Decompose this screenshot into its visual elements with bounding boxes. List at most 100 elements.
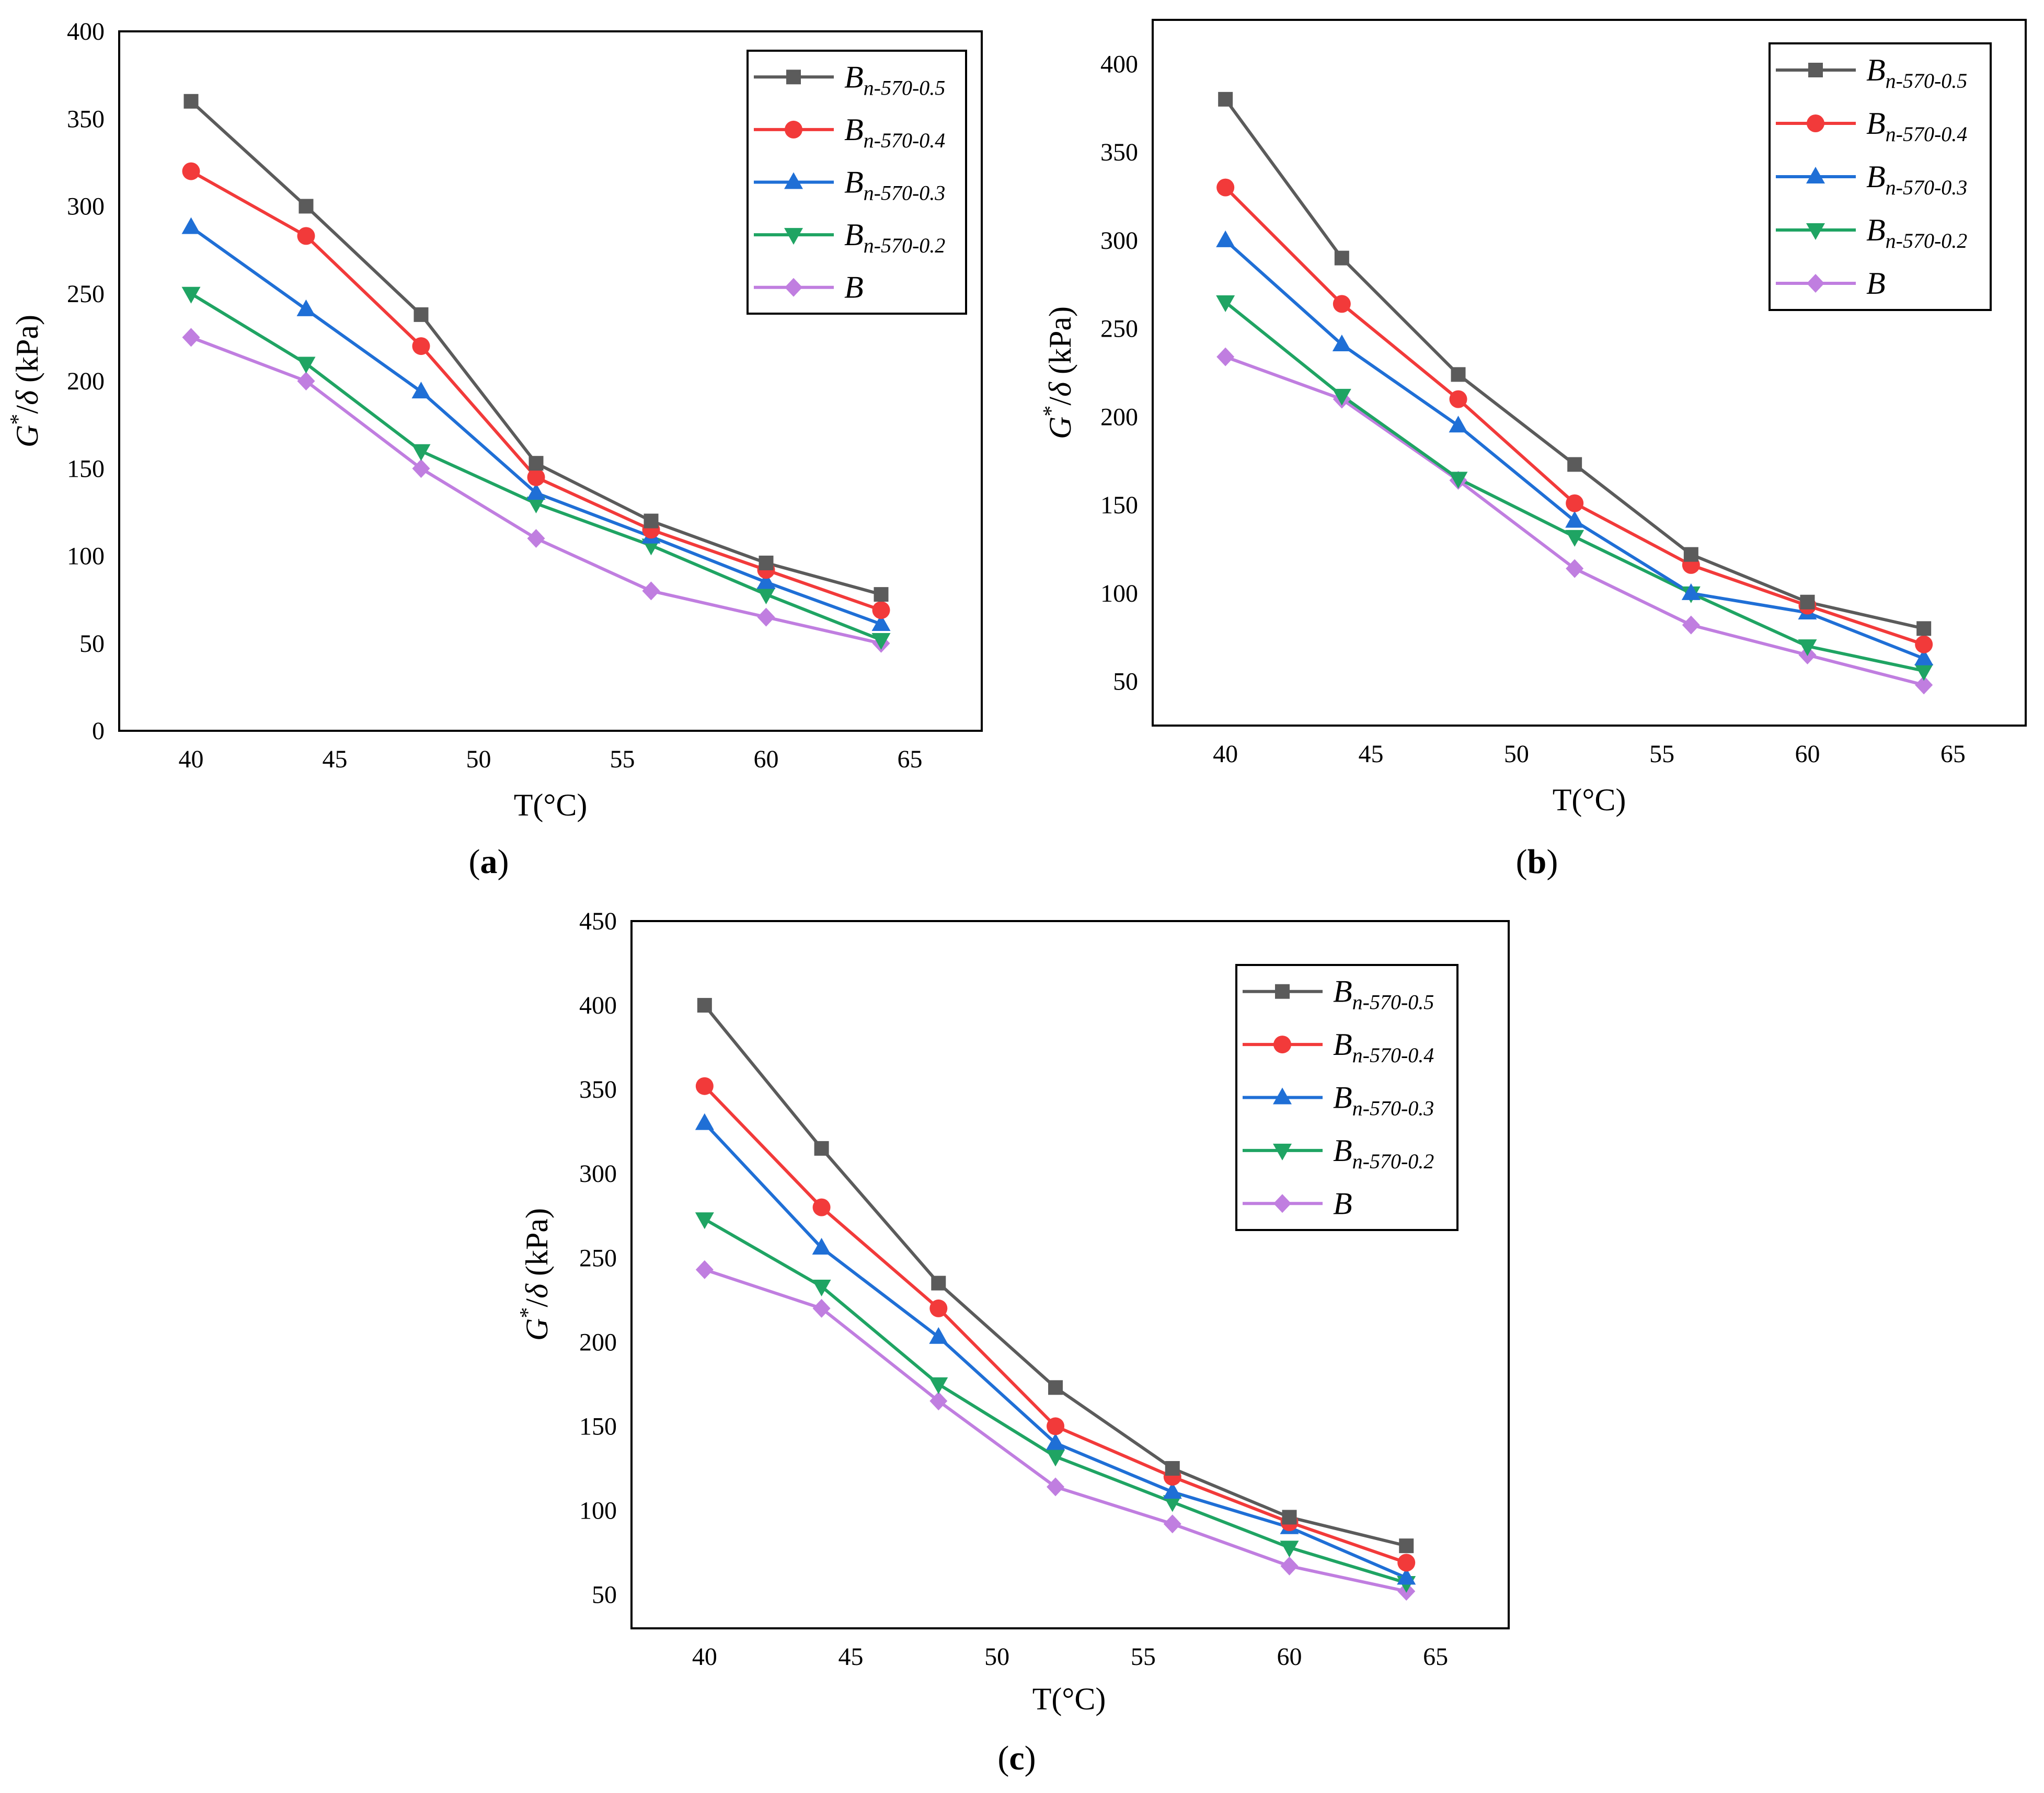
legend-marker [1806, 223, 1825, 240]
data-point [1449, 390, 1467, 408]
data-point [872, 601, 890, 619]
data-point [1800, 594, 1815, 610]
x-tick-label: 65 [1940, 740, 1966, 768]
x-tick-label: 45 [839, 1643, 864, 1671]
data-point [297, 227, 315, 245]
legend-label: Bn-570-0.2 [1333, 1133, 1434, 1173]
x-tick-label: 60 [1795, 740, 1820, 768]
plot-frame [1152, 19, 2027, 727]
data-point [871, 633, 891, 650]
y-tick-label: 0 [92, 717, 105, 745]
data-point [1566, 559, 1584, 578]
chart-panel-a: 40 45 50 55 60 65 0 50 100 150 200 250 300 350 400 T(°C… [6, 18, 983, 881]
data-point [1332, 388, 1351, 406]
data-point [527, 468, 545, 486]
data-point [812, 1237, 831, 1255]
legend-label: Bn-570-0.3 [1333, 1081, 1434, 1120]
y-tick-label: 200 [67, 367, 105, 395]
data-point [411, 382, 431, 399]
legend-label: Bn-570-0.3 [844, 165, 945, 205]
data-point [1046, 1433, 1065, 1450]
x-axis-title: T(°C) [1553, 783, 1626, 817]
data-point [1399, 1538, 1414, 1554]
y-tick-label: 150 [67, 455, 105, 482]
x-tick-label: 40 [1213, 740, 1238, 768]
y-tick-label: 300 [67, 193, 105, 221]
data-point [181, 286, 201, 304]
legend-marker [784, 228, 803, 245]
data-point [412, 459, 430, 478]
data-point [757, 607, 775, 627]
data-point [1914, 648, 1934, 665]
data-point [695, 1113, 714, 1130]
data-point [296, 299, 316, 316]
data-point [1218, 91, 1233, 107]
plot-frame [118, 30, 983, 732]
y-tick-label: 50 [1113, 668, 1138, 696]
x-tick-label: 50 [466, 745, 491, 773]
data-point [1280, 1541, 1299, 1558]
y-tick-label: 50 [592, 1581, 617, 1609]
y-tick-label: 150 [579, 1412, 617, 1440]
chart-panel-b: 40 45 50 55 60 65 50 100 150 200 250 300 350 400 T(°C)… [1039, 19, 2027, 881]
data-point [298, 199, 314, 214]
y-tick-label: 250 [579, 1244, 617, 1272]
data-point [1333, 295, 1351, 313]
data-point [1046, 1450, 1065, 1467]
legend-marker [785, 120, 802, 139]
panel-caption: (b) [1516, 843, 1558, 881]
legend-marker [784, 172, 803, 189]
x-tick-label: 60 [754, 745, 779, 773]
data-point [1798, 639, 1817, 657]
data-point [1332, 335, 1351, 351]
x-tick-label: 40 [692, 1643, 717, 1671]
data-point [812, 1198, 831, 1216]
x-tick-label: 55 [610, 745, 635, 773]
data-point [1163, 1514, 1181, 1534]
y-tick-label: 350 [67, 105, 105, 133]
legend-label: Bn-570-0.4 [1333, 1027, 1434, 1067]
data-point [1047, 1477, 1065, 1497]
y-tick-label: 350 [1100, 139, 1138, 166]
x-tick-label: 40 [179, 745, 204, 773]
data-point [812, 1280, 831, 1297]
legend-marker [1275, 984, 1290, 999]
y-tick-label: 250 [1100, 315, 1138, 343]
y-tick-label: 100 [1100, 580, 1138, 607]
y-tick-label: 100 [579, 1497, 617, 1525]
data-point [1567, 457, 1582, 472]
data-point [1915, 635, 1933, 653]
y-axis-title: G*/δ (kPa) [6, 315, 44, 447]
x-tick-label: 65 [898, 745, 923, 773]
legend-label: B [1866, 266, 1886, 301]
legend-label: Bn-570-0.4 [1866, 106, 1967, 146]
y-tick-label: 150 [1100, 491, 1138, 519]
x-tick-label: 60 [1277, 1643, 1302, 1671]
legend-label: B [844, 270, 864, 305]
y-tick-label: 400 [1100, 50, 1138, 78]
data-point [1334, 250, 1349, 266]
data-point [412, 337, 430, 355]
x-tick-label: 50 [1504, 740, 1529, 768]
x-tick-label: 45 [1359, 740, 1384, 768]
y-tick-label: 400 [579, 992, 617, 1019]
data-point [814, 1141, 829, 1156]
data-point [695, 1212, 714, 1229]
data-point [1397, 1554, 1416, 1572]
y-tick-label: 300 [579, 1160, 617, 1188]
y-axis-title: G*/δ (kPa) [516, 1208, 554, 1341]
legend-label: B [1333, 1186, 1352, 1221]
y-tick-label: 50 [79, 630, 105, 658]
plot-frame [630, 920, 1510, 1629]
data-point [181, 217, 201, 234]
data-point [414, 307, 429, 322]
series-line [704, 1217, 1407, 1584]
x-tick-label: 65 [1423, 1643, 1448, 1671]
data-point [183, 94, 199, 109]
data-point [642, 581, 660, 601]
panel-caption: (a) [469, 843, 509, 881]
data-point [1280, 1556, 1299, 1576]
data-point [297, 372, 315, 390]
data-point [1163, 1495, 1182, 1512]
